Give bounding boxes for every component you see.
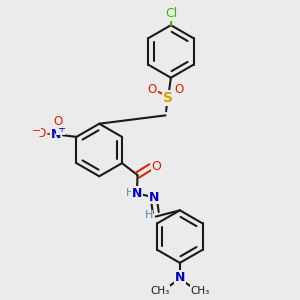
Text: +: + (57, 124, 65, 134)
Text: −: − (32, 126, 41, 136)
Text: O: O (53, 115, 62, 128)
Text: H: H (144, 210, 153, 220)
Text: CH₃: CH₃ (190, 286, 210, 296)
Text: H: H (126, 188, 134, 198)
Text: O: O (152, 160, 161, 172)
Text: O: O (148, 83, 157, 96)
Text: S: S (163, 91, 173, 105)
Text: CH₃: CH₃ (150, 286, 169, 296)
Text: O: O (175, 82, 184, 96)
Text: N: N (149, 191, 159, 204)
Text: N: N (132, 187, 142, 200)
Text: O: O (37, 128, 46, 140)
Text: N: N (51, 128, 62, 141)
Text: Cl: Cl (166, 7, 178, 20)
Text: N: N (175, 271, 185, 284)
